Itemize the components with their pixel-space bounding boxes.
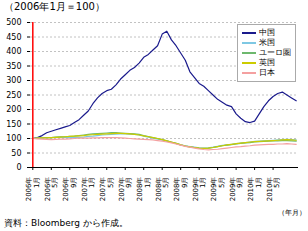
html-text:中国: 中国	[259, 28, 275, 37]
svg-text:2007年9月: 2007年9月	[118, 177, 133, 202]
svg-text:250: 250	[6, 91, 21, 100]
svg-text:2009年9月: 2009年9月	[229, 177, 244, 202]
html-text:資料：Bloomberg から作成。: 資料：Bloomberg から作成。	[4, 218, 128, 228]
svg-text:2009年5月: 2009年5月	[210, 177, 225, 202]
svg-text:50: 50	[11, 149, 21, 158]
html-text:ユーロ圏: ユーロ圏	[259, 48, 291, 57]
svg-text:2009年1月: 2009年1月	[192, 177, 207, 202]
svg-text:2007年1月: 2007年1月	[81, 177, 96, 202]
svg-text:（年月）: （年月）	[278, 209, 306, 217]
svg-text:2010年5月: 2010年5月	[266, 177, 281, 202]
svg-text:450: 450	[6, 33, 21, 42]
html-text:（2006年1月＝100）: （2006年1月＝100）	[4, 1, 105, 12]
svg-text:150: 150	[6, 120, 21, 129]
svg-text:200: 200	[6, 105, 21, 114]
svg-text:2010年1月: 2010年1月	[247, 177, 262, 202]
svg-text:500: 500	[6, 18, 21, 27]
svg-text:0: 0	[16, 163, 21, 172]
svg-text:100: 100	[6, 134, 21, 143]
svg-text:2006年1月: 2006年1月	[25, 177, 40, 202]
html-text:日本: 日本	[259, 68, 275, 77]
svg-text:2007年5月: 2007年5月	[99, 177, 114, 202]
svg-text:2008年1月: 2008年1月	[136, 177, 151, 202]
svg-text:2006年9月: 2006年9月	[62, 177, 77, 202]
html-text:米国: 米国	[259, 38, 275, 47]
svg-text:2008年9月: 2008年9月	[173, 177, 188, 202]
svg-text:400: 400	[6, 47, 21, 56]
svg-text:300: 300	[6, 76, 21, 85]
svg-text:2006年5月: 2006年5月	[44, 177, 59, 202]
svg-text:350: 350	[6, 62, 21, 71]
html-text:英国: 英国	[259, 58, 275, 67]
svg-text:2008年5月: 2008年5月	[155, 177, 170, 202]
